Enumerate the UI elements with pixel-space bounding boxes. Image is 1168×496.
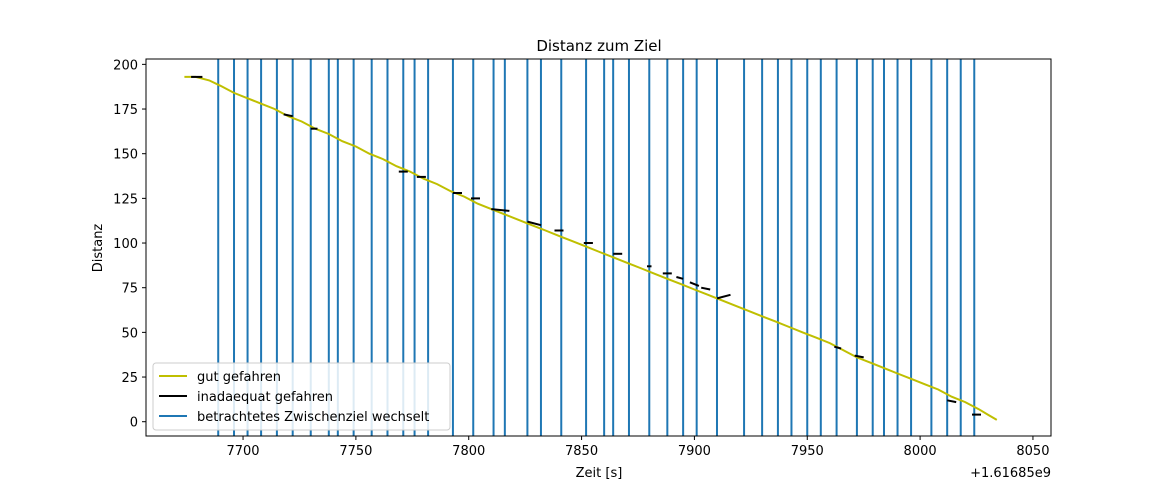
series-inadaequat-segment-7 xyxy=(491,208,510,212)
series-inadaequat-segment-16 xyxy=(701,286,711,291)
y-tick-label-6: 150 xyxy=(113,148,138,163)
plot-frame xyxy=(145,58,1052,437)
legend-label-2: betrachtetes Zwischenziel wechselt xyxy=(197,410,429,425)
y-tick-label-3: 75 xyxy=(121,282,138,297)
series-inadaequat-segment-8 xyxy=(527,220,542,227)
y-tick-label-2: 50 xyxy=(121,326,138,341)
series-inadaequat-segment-19 xyxy=(854,354,864,359)
x-offset-label: +1.61685e9 xyxy=(970,466,1051,481)
y-tick-label-5: 125 xyxy=(113,192,138,207)
x-tick-label-7: 8050 xyxy=(1016,444,1049,459)
y-tick-label-0: 0 xyxy=(130,416,138,431)
series-inadaequat-segment-15 xyxy=(689,281,700,287)
x-tick-label-4: 7900 xyxy=(678,444,711,459)
x-tick-label-5: 7950 xyxy=(791,444,824,459)
y-tick-label-7: 175 xyxy=(113,103,138,118)
series-inadaequat-segment-1 xyxy=(283,113,293,118)
axes: 7700 7750 7800 7850 7900 7950 8000 8050 0 25 50 75 1… xyxy=(113,58,1049,459)
series-inadaequat-segment-18 xyxy=(834,345,842,350)
series-inadaequat-segment-17 xyxy=(716,293,731,300)
x-axis-label: Zeit [s] xyxy=(576,466,623,481)
y-tick-label-1: 25 xyxy=(121,371,138,386)
series-inadaequat-segment-14 xyxy=(676,276,684,280)
y-tick-label-8: 200 xyxy=(113,58,138,73)
x-tick-label-6: 8000 xyxy=(904,444,937,459)
legend-label-1: inadaequat gefahren xyxy=(197,390,333,405)
x-tick-label-1: 7750 xyxy=(339,444,372,459)
y-tick-label-4: 100 xyxy=(113,237,138,252)
x-tick-label-0: 7700 xyxy=(226,444,259,459)
legend: gut gefahren inadaequat gefahren betrachte… xyxy=(152,362,451,431)
x-tick-label-2: 7800 xyxy=(452,444,485,459)
series-inadaequat-segment-20 xyxy=(947,399,957,404)
legend-label-0: gut gefahren xyxy=(197,370,281,385)
x-tick-label-3: 7850 xyxy=(565,444,598,459)
chart-title: Distanz zum Ziel xyxy=(536,37,661,55)
legend-box xyxy=(152,362,451,431)
y-axis-label: Distanz xyxy=(91,224,106,273)
series-gut-gefahren-line xyxy=(184,75,998,421)
